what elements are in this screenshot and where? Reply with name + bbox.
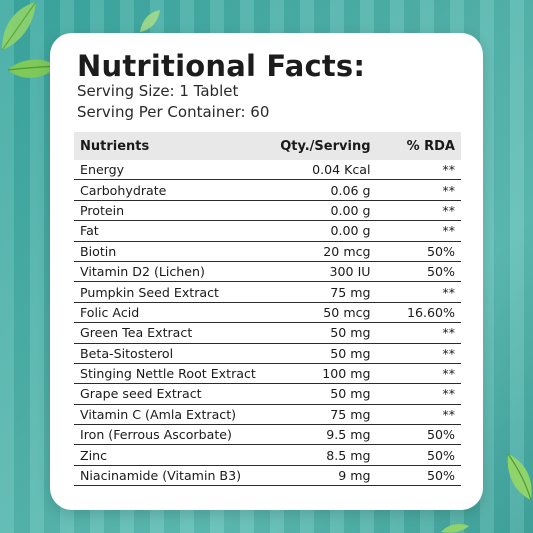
nutrient-name: Stinging Nettle Root Extract [74,363,262,385]
table-row: Zinc 8.5 mg 50% [74,444,461,466]
nutrient-rda: ** [376,383,461,405]
nutrient-rda: 50% [376,241,461,262]
nutrient-qty: 0.00 g [261,200,377,222]
serving-per-container: Serving Per Container: 60 [77,103,270,121]
leaf-icon [441,524,469,533]
table-row: Vitamin D2 (Lichen) 300 IU 50% [74,261,461,283]
nutrient-name: Carbohydrate [74,179,262,201]
nutrient-rda: ** [376,200,461,222]
table-row: Niacinamide (Vitamin B3) 9 mg 50% [74,465,461,487]
nutrient-name: Vitamin C (Amla Extract) [74,404,262,426]
nutrition-card: Nutritional Facts: Serving Size: 1 Table… [50,33,483,510]
page-title: Nutritional Facts: [77,49,366,83]
nutrient-name: Grape seed Extract [74,383,262,405]
nutrient-qty: 50 mg [261,343,377,364]
nutrient-name: Energy [74,160,262,181]
table-row: Energy 0.04 Kcal ** [74,160,461,181]
nutrient-name: Vitamin D2 (Lichen) [74,261,262,283]
nutrient-qty: 0.00 g [261,220,377,242]
table-header-row: Nutrients Qty./Serving % RDA [74,132,461,160]
nutrient-qty: 20 mcg [261,241,377,262]
nutrient-qty: 9 mg [261,465,377,487]
nutrition-table: Nutrients Qty./Serving % RDA Energy 0.04 … [74,132,461,487]
table-row: Folic Acid 50 mcg 16.60% [74,302,461,324]
nutrient-qty: 0.06 g [261,179,377,201]
table-row: Stinging Nettle Root Extract 100 mg ** [74,363,461,385]
leaf-icon [1,1,37,51]
nutrient-rda: 50% [376,444,461,466]
nutrient-rda: 50% [376,424,461,446]
nutrient-qty: 300 IU [261,261,377,283]
nutrient-qty: 9.5 mg [261,424,377,446]
nutrient-qty: 0.04 Kcal [261,160,377,181]
nutrient-qty: 50 mg [261,322,377,344]
nutrient-rda: 50% [376,465,461,487]
nutrient-name: Niacinamide (Vitamin B3) [74,465,262,487]
header-qty-serving: Qty./Serving [261,132,377,160]
serving-size: Serving Size: 1 Tablet [77,82,239,100]
leaf-icon [140,10,160,32]
nutrient-rda: 16.60% [376,302,461,324]
nutrient-name: Biotin [74,241,262,262]
nutrient-rda: ** [376,363,461,385]
header-nutrients: Nutrients [74,132,262,160]
nutrient-name: Protein [74,200,262,222]
nutrient-name: Pumpkin Seed Extract [74,281,262,303]
table-row: Pumpkin Seed Extract 75 mg ** [74,281,461,303]
nutrient-rda: ** [376,179,461,201]
nutrient-rda: ** [376,322,461,344]
nutrient-rda: ** [376,281,461,303]
nutrient-name: Folic Acid [74,302,262,324]
table-row: Carbohydrate 0.06 g ** [74,179,461,201]
nutrient-rda: ** [376,160,461,181]
nutrient-qty: 50 mg [261,383,377,405]
nutrient-name: Green Tea Extract [74,322,262,344]
nutrient-rda: ** [376,220,461,242]
table-row: Green Tea Extract 50 mg ** [74,322,461,344]
nutrient-name: Beta-Sitosterol [74,343,262,364]
nutrient-qty: 100 mg [261,363,377,385]
table-row: Vitamin C (Amla Extract) 75 mg ** [74,404,461,426]
nutrient-name: Iron (Ferrous Ascorbate) [74,424,262,446]
table-row: Fat 0.00 g ** [74,220,461,242]
table-row: Grape seed Extract 50 mg ** [74,383,461,405]
table-row: Biotin 20 mcg 50% [74,241,461,262]
nutrient-qty: 75 mg [261,281,377,303]
table-row: Beta-Sitosterol 50 mg ** [74,343,461,364]
nutrient-rda: ** [376,343,461,364]
nutrient-qty: 75 mg [261,404,377,426]
nutrient-qty: 8.5 mg [261,444,377,466]
header-rda: % RDA [376,132,461,160]
nutrient-qty: 50 mcg [261,302,377,324]
nutrient-rda: 50% [376,261,461,283]
leaf-icon [507,453,532,501]
table-row: Iron (Ferrous Ascorbate) 9.5 mg 50% [74,424,461,446]
nutrient-rda: ** [376,404,461,426]
table-row: Protein 0.00 g ** [74,200,461,222]
nutrient-name: Zinc [74,444,262,466]
nutrient-name: Fat [74,220,262,242]
